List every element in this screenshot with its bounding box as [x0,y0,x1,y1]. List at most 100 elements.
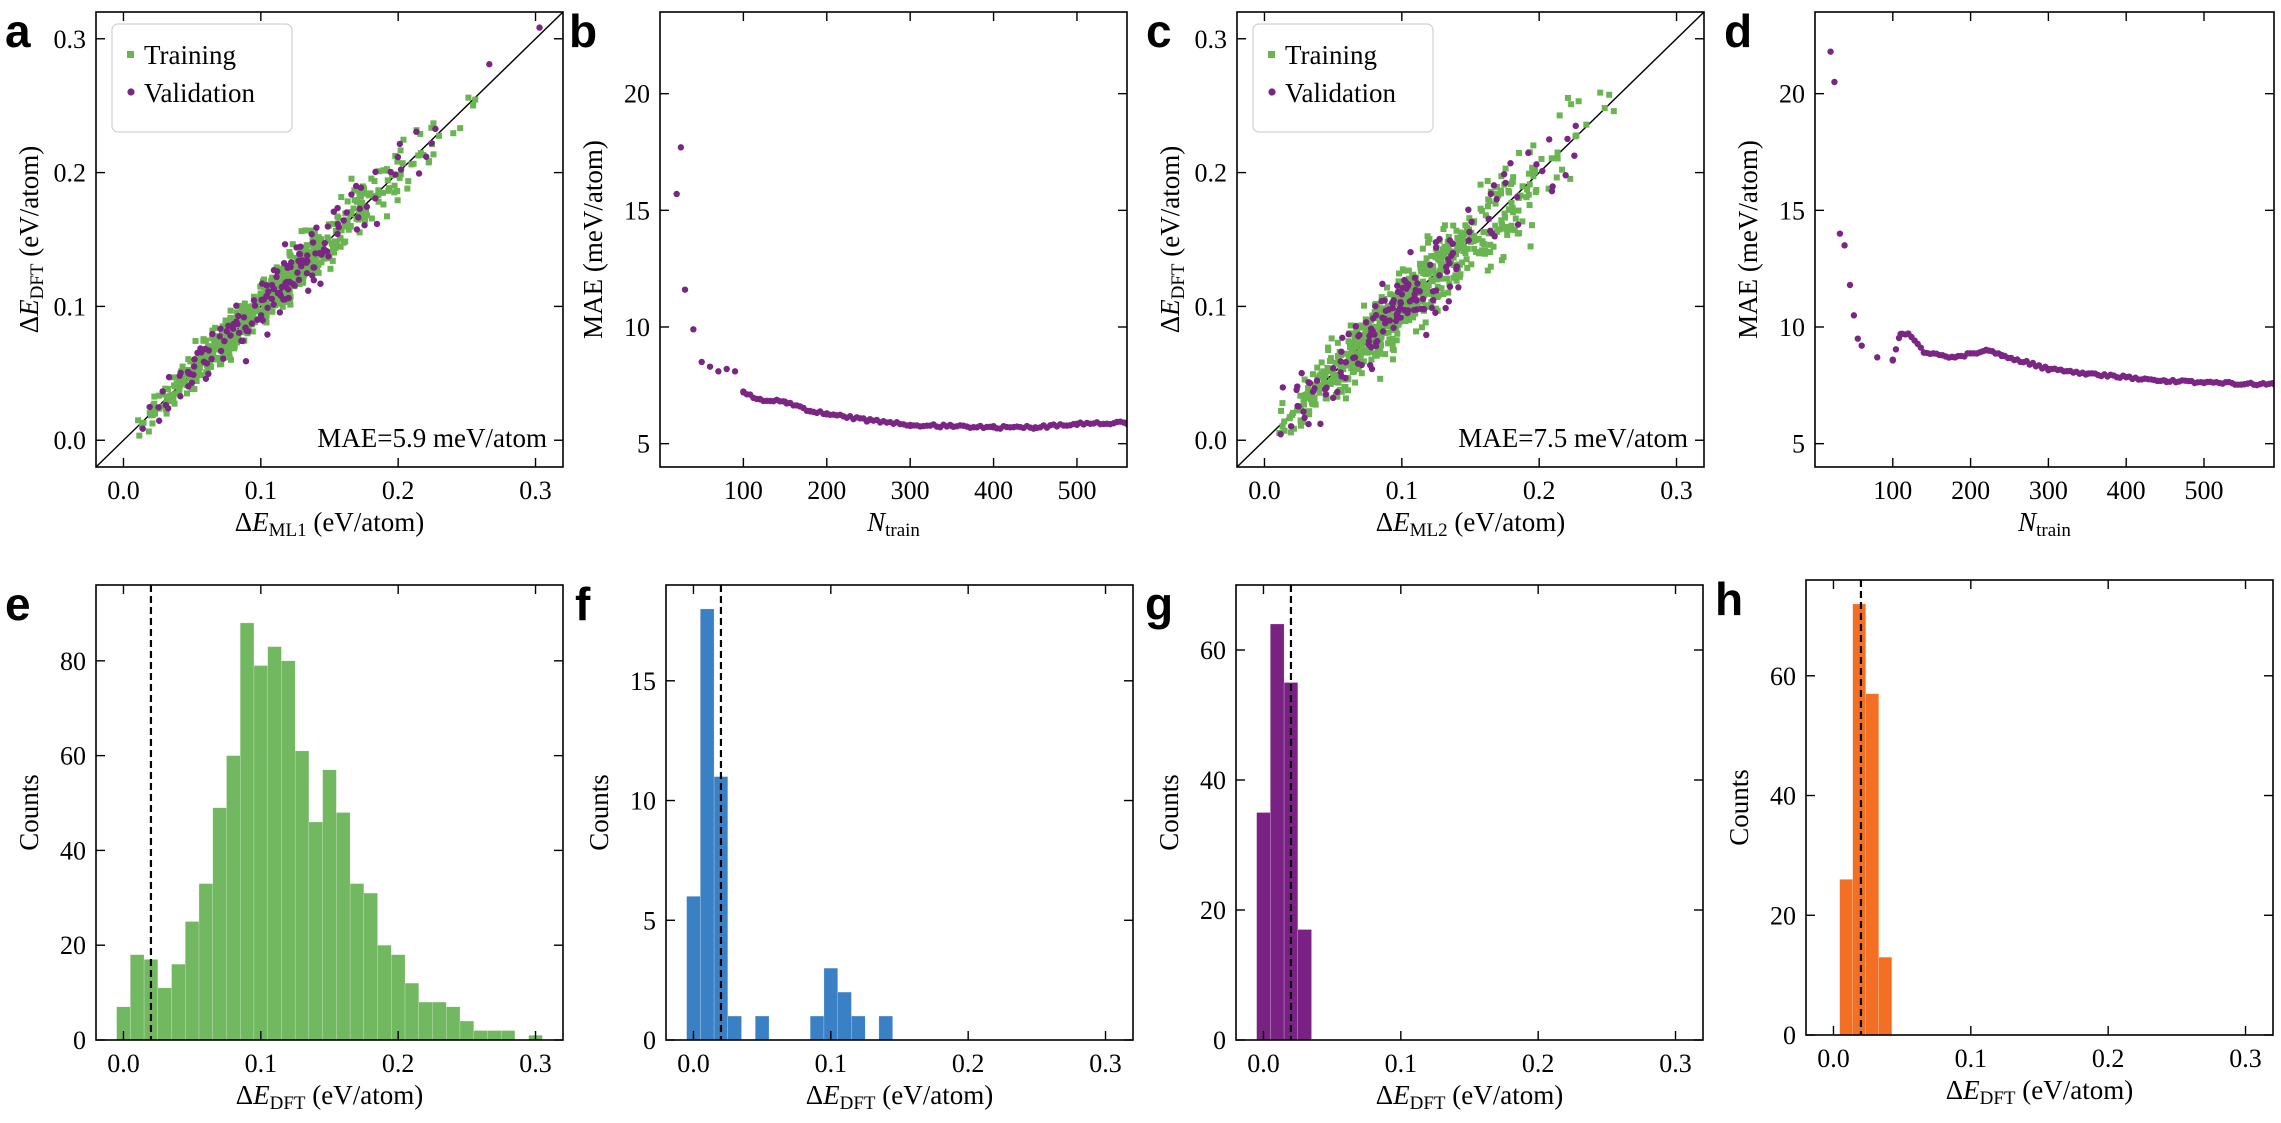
panel-d: 100 200 300 400 500 5 10 15 20 Ntrain MAE (meV/ato… [1724,5,2275,541]
training-point [1295,407,1302,414]
validation-point [1279,384,1287,391]
x-label-sub: DFT [1410,1093,1446,1114]
validation-point [1465,206,1472,213]
training-point [241,300,248,307]
histogram-bar [130,954,145,1040]
training-point [346,223,353,230]
training-point [1416,260,1423,267]
training-point [1510,174,1517,181]
legend-box [1252,23,1434,133]
mae-point [2269,379,2274,387]
validation-point [296,250,303,258]
validation-point [191,363,198,370]
training-point [1405,275,1412,282]
training-point [351,187,358,194]
training-point [263,319,270,326]
y-tick-label: 20 [1779,80,1805,109]
validation-point [155,404,162,411]
training-point [164,385,171,392]
training-point [1390,292,1397,299]
training-point [187,358,194,365]
training-point [212,324,219,331]
validation-point [309,239,317,246]
training-point [1399,281,1406,288]
x-label-sub: train [885,520,920,541]
training-point [237,319,244,326]
panel-b: 100 200 300 400 500 5 10 15 20 Ntrain MAE (meV/ato… [569,5,1128,541]
training-point [465,94,472,101]
training-point [1309,371,1316,378]
histogram-bar [171,963,186,1040]
training-point [155,392,162,399]
training-point [238,305,245,312]
y-label-delta: Δ [14,316,44,333]
validation-point [197,345,204,352]
validation-point [1368,365,1376,373]
training-point [350,205,357,212]
validation-point [1507,160,1514,167]
training-point [1358,370,1365,377]
training-point [1378,305,1385,312]
training-point [351,197,358,204]
training-point [1395,321,1402,328]
plot-area-e [116,585,543,1040]
training-point [1375,333,1382,340]
training-point [1409,314,1416,321]
histogram-bar [391,954,406,1040]
validation-point [1433,244,1440,251]
training-point [145,428,152,435]
training-point [472,96,479,103]
training-point [386,185,393,192]
training-point [1437,266,1444,273]
histogram-bar [336,812,351,1040]
validation-point [415,170,423,177]
training-point [1508,226,1515,233]
validation-point [1374,337,1381,345]
y-tick-label: 15 [630,667,656,696]
training-point [379,189,386,196]
validation-point [155,417,163,424]
training-point [368,215,375,222]
training-point [1286,415,1293,422]
x-tick-label: 0.3 [1089,1049,1122,1078]
mae-point [698,358,705,366]
validation-point [1399,284,1406,292]
panel-f: 0.0 0.1 0.2 0.3 0 5 10 15 ΔEDFT (eV/atom) Counts f [575,578,1134,1114]
training-point [1348,359,1355,366]
validation-point [317,280,324,287]
validation-point [1533,161,1540,168]
training-point [1597,89,1604,96]
x-label-unit: (eV/atom) [876,1080,994,1110]
validation-point [1390,324,1397,331]
panel-g: 0.0 0.1 0.2 0.3 0 20 40 60 ΔEDFT (eV/atom) Counts… [1145,578,1704,1114]
validation-point [1432,238,1440,246]
x-tick-label: 0.1 [245,476,278,505]
training-point [1378,342,1385,349]
validation-point [1444,256,1452,263]
training-point [136,432,143,439]
panel-letter: b [569,5,597,57]
validation-point [1394,282,1401,289]
validation-point [1453,265,1460,273]
training-point [299,267,306,274]
training-point [380,201,387,208]
validation-point [1350,354,1357,362]
training-point [1387,312,1394,319]
validation-point [1525,149,1532,157]
training-point [1463,256,1470,263]
training-point [1342,395,1349,402]
training-point [1362,325,1369,332]
training-point [325,236,332,243]
training-point [1425,270,1432,277]
histogram-bar [851,1015,866,1040]
validation-point [1572,122,1579,130]
panel-letter: f [575,578,591,630]
validation-point [243,327,250,334]
training-point [1297,392,1304,399]
training-point [227,307,234,314]
y-tick-label: 0.1 [1195,292,1228,321]
validation-point [303,270,311,277]
y-tick-label: 20 [1200,896,1226,925]
training-point [1418,324,1425,331]
validation-point [396,140,404,148]
